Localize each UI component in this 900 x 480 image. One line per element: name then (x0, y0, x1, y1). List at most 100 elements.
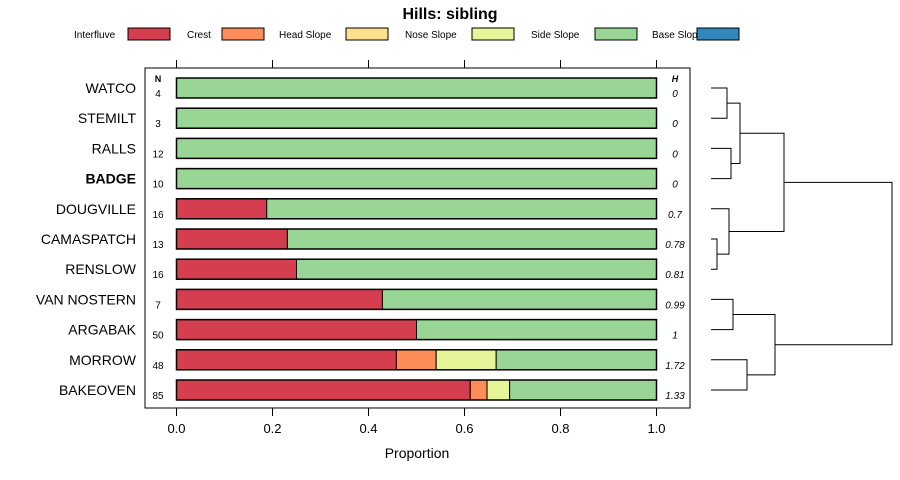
dendrogram-branch (711, 147, 732, 180)
category-label: MORROW (69, 352, 137, 368)
n-value: 50 (152, 331, 164, 342)
bar-segment (176, 228, 288, 250)
bar-outline (175, 137, 658, 160)
bar-segment (381, 288, 657, 310)
bar-segment (176, 168, 657, 190)
h-value: 0.78 (665, 240, 685, 251)
legend-swatch (471, 27, 515, 41)
n-value: 85 (152, 391, 164, 402)
h-value: 1.33 (665, 391, 685, 402)
bar-segment (395, 349, 437, 371)
bar-row: STEMILT 3 0 (78, 107, 678, 130)
category-label: DOUGVILLE (56, 201, 136, 217)
dendrogram-branch (711, 87, 728, 119)
bar-segment (176, 137, 657, 159)
dendrogram-branch (711, 238, 718, 270)
bar-row: BAKEOVEN 85 1.33 (59, 379, 685, 402)
h-value: 0 (672, 119, 678, 130)
n-value: 3 (155, 119, 161, 130)
bar-outline (175, 198, 658, 220)
bar-outline (175, 228, 658, 250)
category-label: CAMASPATCH (41, 231, 136, 247)
bar-row: CAMASPATCH 13 0.78 (41, 228, 685, 251)
bar-segment (176, 258, 297, 280)
bar-segment (469, 379, 488, 401)
bar-outline (175, 379, 658, 401)
h-value: 0.7 (668, 210, 682, 221)
dendrogram-branch (775, 181, 893, 346)
dendrogram-branch (729, 132, 785, 232)
h-value: 1.72 (665, 361, 685, 372)
x-tick-label: 1.0 (647, 421, 665, 436)
bar-segment (266, 198, 657, 220)
bar-segment (176, 349, 397, 371)
bar-row: DOUGVILLE 16 0.7 (56, 198, 682, 221)
bar-row: MORROW 48 1.72 (69, 349, 685, 372)
bar-outline (175, 318, 658, 341)
n-value: 16 (152, 270, 164, 281)
h-value: 0.99 (665, 300, 685, 311)
category-label: BADGE (85, 171, 136, 187)
x-axis: 0.0 0.2 0.4 0.6 0.8 1.0 (167, 408, 666, 436)
bar-segment (176, 107, 657, 129)
bar-segment (509, 379, 657, 401)
bar-segment (435, 349, 497, 371)
category-label: ARGABAK (68, 322, 136, 338)
legend-swatch (221, 27, 265, 41)
category-label: STEMILT (78, 110, 137, 126)
bar-segment (176, 288, 383, 310)
n-value: 4 (155, 89, 161, 100)
bar-outline (175, 77, 658, 99)
n-value: 48 (152, 361, 164, 372)
x-axis-label: Proportion (385, 445, 450, 461)
x-tick-label: 0.2 (263, 421, 281, 436)
dendrogram-branch (711, 208, 730, 255)
category-label: BAKEOVEN (59, 382, 136, 398)
bar-row: RENSLOW 16 0.81 (65, 258, 685, 281)
n-value: 16 (152, 210, 164, 221)
category-label: VAN NOSTERN (36, 291, 136, 307)
bar-outline (175, 167, 658, 190)
h-value: 0 (672, 149, 678, 160)
dendrogram-branch (711, 359, 748, 391)
legend-label: Nose Slope (405, 30, 457, 41)
legend-swatch (127, 27, 171, 41)
legend-swatch (594, 27, 638, 41)
legend-swatch (696, 27, 740, 41)
plot-frame (144, 67, 691, 409)
bar-segment (176, 198, 268, 220)
category-label: RALLS (92, 140, 136, 156)
bar-outline (175, 288, 658, 311)
bar-outline (175, 349, 658, 371)
top-axis-ticks (176, 60, 657, 68)
x-tick-label: 0.6 (455, 421, 473, 436)
category-label: RENSLOW (65, 261, 137, 277)
bar-segment (176, 319, 417, 341)
bar-segment (416, 319, 657, 341)
legend-label: Interfluve (74, 30, 116, 41)
n-value: 12 (152, 149, 164, 160)
dendrogram (711, 87, 893, 391)
dendrogram-branch (711, 298, 734, 331)
n-value: 7 (155, 300, 161, 311)
bar-segment (176, 379, 471, 401)
x-tick-label: 0.8 (551, 421, 569, 436)
legend-label: Base Slope (652, 30, 704, 41)
legend-label: Side Slope (531, 30, 580, 41)
dendrogram-branch (727, 102, 741, 164)
bar-segment (486, 379, 511, 401)
bar-row: WATCO 4 0 (85, 77, 678, 100)
n-value: 13 (152, 240, 164, 251)
dendrogram-branch (733, 314, 776, 376)
bar-outline (175, 107, 658, 129)
bar-segment (296, 258, 657, 280)
bar-row: RALLS 12 0 (92, 137, 678, 160)
n-column-header: N (155, 74, 162, 84)
h-value: 0 (672, 180, 678, 191)
h-value: 0.81 (665, 270, 684, 281)
x-tick-label: 0.4 (359, 421, 377, 436)
chart-title: Hills: sibling (402, 6, 497, 23)
bar-segment (176, 77, 657, 99)
bar-segment (286, 228, 657, 250)
